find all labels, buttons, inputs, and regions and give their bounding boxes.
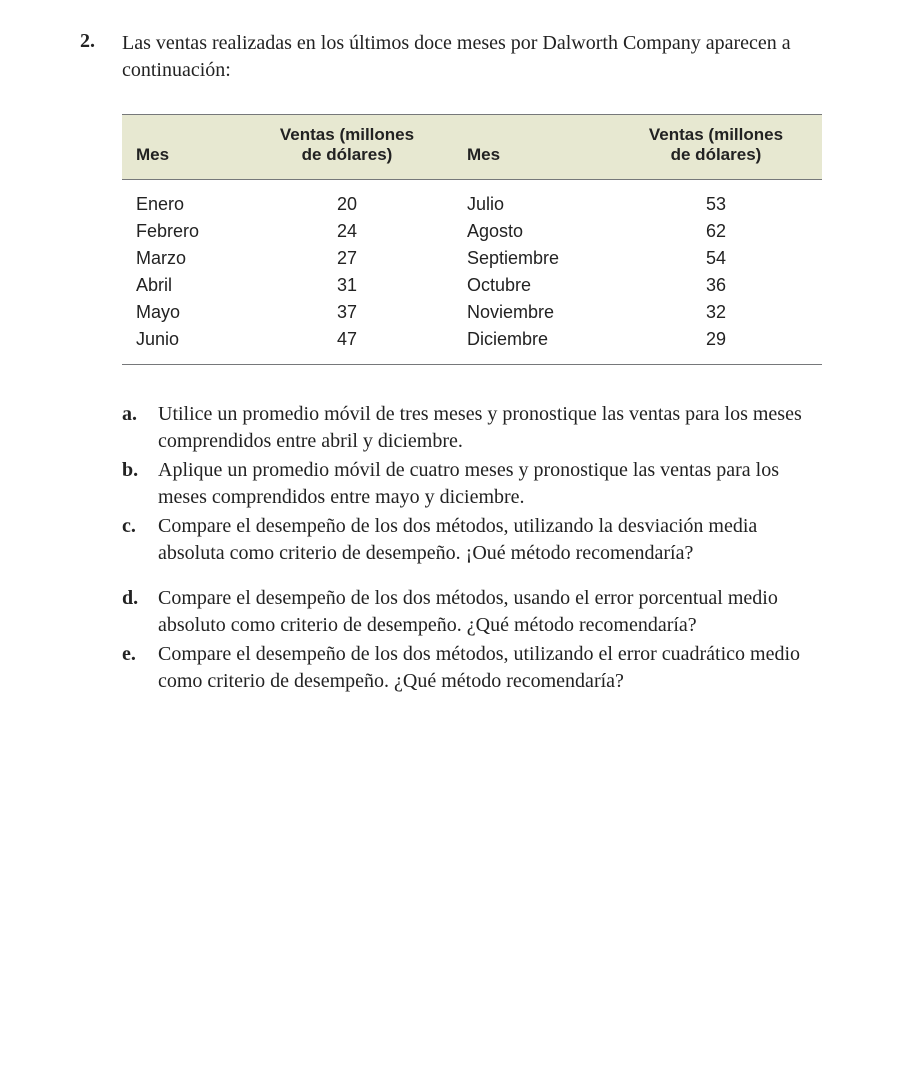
question-item-b: b. Aplique un promedio móvil de cuatro m… xyxy=(122,457,822,511)
question-label: b. xyxy=(122,457,144,511)
month-cell: Diciembre xyxy=(453,326,610,365)
value-cell: 24 xyxy=(241,218,453,245)
header-month-right: Mes xyxy=(453,115,610,180)
month-cell: Marzo xyxy=(122,245,241,272)
month-cell: Julio xyxy=(453,180,610,219)
month-cell: Septiembre xyxy=(453,245,610,272)
question-label: d. xyxy=(122,585,144,639)
month-cell: Junio xyxy=(122,326,241,365)
problem-number: 2. xyxy=(80,30,106,697)
header-value-left: Ventas (millones de dólares) xyxy=(241,115,453,180)
question-text: Compare el desempeño de los dos métodos,… xyxy=(158,585,822,639)
table-row: Enero 20 Julio 53 xyxy=(122,180,822,219)
value-cell: 32 xyxy=(610,299,822,326)
value-cell: 29 xyxy=(610,326,822,365)
value-cell: 36 xyxy=(610,272,822,299)
header-value-right-line2: de dólares) xyxy=(671,145,762,164)
month-cell: Enero xyxy=(122,180,241,219)
table-row: Marzo 27 Septiembre 54 xyxy=(122,245,822,272)
problem-body: Las ventas realizadas en los últimos doc… xyxy=(122,30,822,697)
table-row: Junio 47 Diciembre 29 xyxy=(122,326,822,365)
question-label: e. xyxy=(122,641,144,695)
value-cell: 53 xyxy=(610,180,822,219)
header-value-left-line2: de dólares) xyxy=(302,145,393,164)
question-text: Aplique un promedio móvil de cuatro mese… xyxy=(158,457,822,511)
month-cell: Mayo xyxy=(122,299,241,326)
questions-list: a. Utilice un promedio móvil de tres mes… xyxy=(122,401,822,695)
value-cell: 62 xyxy=(610,218,822,245)
question-item-d: d. Compare el desempeño de los dos métod… xyxy=(122,585,822,639)
question-label: a. xyxy=(122,401,144,455)
table-row: Abril 31 Octubre 36 xyxy=(122,272,822,299)
question-text: Compare el desempeño de los dos métodos,… xyxy=(158,641,822,695)
value-cell: 54 xyxy=(610,245,822,272)
value-cell: 47 xyxy=(241,326,453,365)
intro-text: Las ventas realizadas en los últimos doc… xyxy=(122,30,822,84)
value-cell: 27 xyxy=(241,245,453,272)
value-cell: 31 xyxy=(241,272,453,299)
value-cell: 20 xyxy=(241,180,453,219)
question-item-e: e. Compare el desempeño de los dos métod… xyxy=(122,641,822,695)
problem-container: 2. Las ventas realizadas en los últimos … xyxy=(80,30,822,697)
value-cell: 37 xyxy=(241,299,453,326)
table-row: Mayo 37 Noviembre 32 xyxy=(122,299,822,326)
month-cell: Febrero xyxy=(122,218,241,245)
question-label: c. xyxy=(122,513,144,567)
month-cell: Abril xyxy=(122,272,241,299)
header-value-right-line1: Ventas (millones xyxy=(649,125,783,144)
question-item-c: c. Compare el desempeño de los dos métod… xyxy=(122,513,822,567)
header-value-right: Ventas (millones de dólares) xyxy=(610,115,822,180)
month-cell: Agosto xyxy=(453,218,610,245)
header-value-left-line1: Ventas (millones xyxy=(280,125,414,144)
question-text: Utilice un promedio móvil de tres meses … xyxy=(158,401,822,455)
table-header-row: Mes Ventas (millones de dólares) Mes Ven… xyxy=(122,115,822,180)
sales-table: Mes Ventas (millones de dólares) Mes Ven… xyxy=(122,114,822,365)
table-row: Febrero 24 Agosto 62 xyxy=(122,218,822,245)
question-item-a: a. Utilice un promedio móvil de tres mes… xyxy=(122,401,822,455)
month-cell: Noviembre xyxy=(453,299,610,326)
month-cell: Octubre xyxy=(453,272,610,299)
header-month-left: Mes xyxy=(122,115,241,180)
question-text: Compare el desempeño de los dos métodos,… xyxy=(158,513,822,567)
